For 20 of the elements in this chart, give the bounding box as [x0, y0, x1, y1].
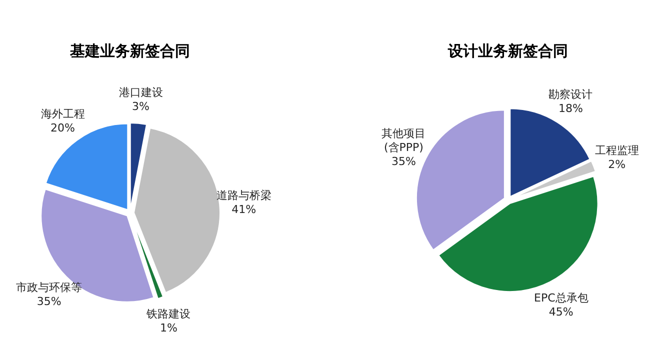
data-label: 41%	[232, 203, 256, 216]
data-label: 35%	[36, 294, 62, 308]
data-label: 18%	[558, 102, 583, 116]
data-label: 45%	[548, 305, 574, 318]
data-label: 35%	[391, 154, 416, 168]
slice-label: 其他项目 (含PPP)	[382, 126, 426, 154]
slice-label: 海外工程	[40, 107, 85, 120]
slice-label: 勘察设计	[548, 88, 593, 102]
slice-label: EPC总承包	[534, 291, 588, 304]
slice-label: 工程监理	[594, 144, 639, 157]
slice-label: 市政与环保等	[16, 280, 82, 294]
data-label: 3%	[132, 100, 150, 114]
chart-title: 设计业务新签合同	[447, 42, 568, 60]
data-label: 20%	[50, 121, 75, 134]
slice-label: 铁路建设	[146, 308, 191, 321]
data-label: 1%	[160, 322, 178, 335]
slice-label: 港口建设	[118, 86, 163, 100]
chart-title: 基建业务新签合同	[69, 42, 190, 60]
slice-label: 道路与桥梁	[216, 189, 272, 202]
data-label: 2%	[608, 158, 626, 171]
